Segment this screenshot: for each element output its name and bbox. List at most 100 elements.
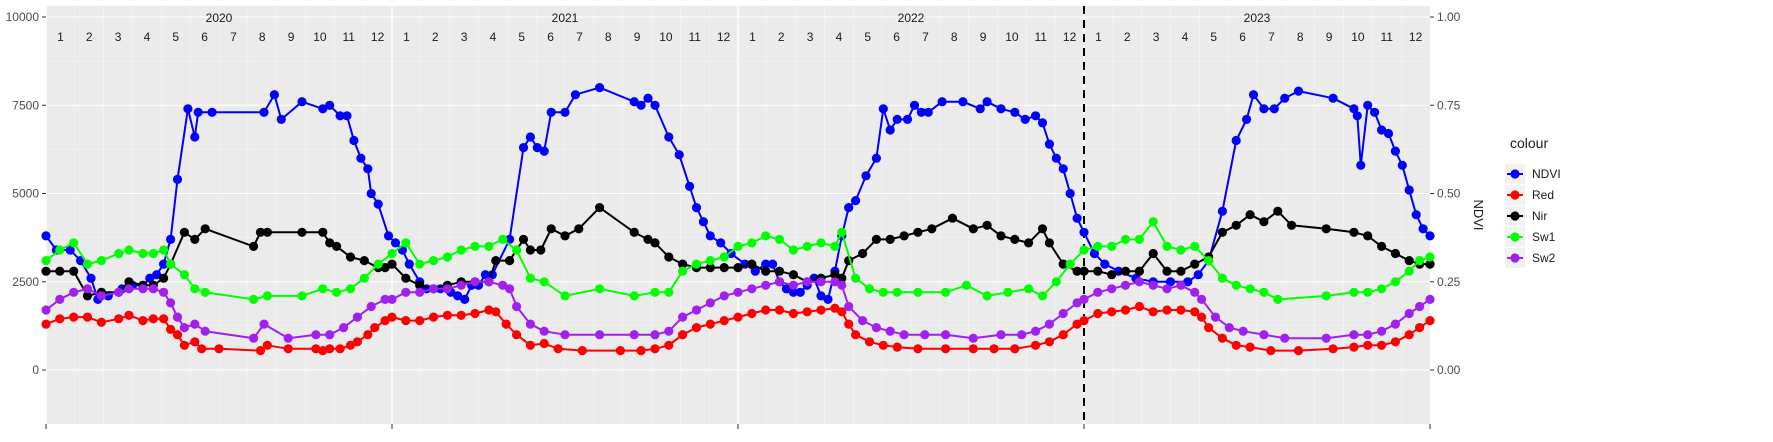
- data-point: [923, 107, 933, 117]
- data-point: [1321, 224, 1331, 234]
- data-point: [55, 266, 65, 276]
- data-point: [871, 153, 882, 163]
- data-point: [349, 135, 359, 146]
- data-point: [851, 196, 861, 206]
- data-point: [428, 284, 439, 294]
- data-point: [200, 326, 210, 336]
- data-point: [159, 314, 169, 324]
- data-point: [262, 227, 272, 237]
- data-point: [916, 107, 927, 117]
- data-point: [1377, 284, 1387, 294]
- data-point: [532, 143, 542, 153]
- data-point: [927, 224, 937, 234]
- data-point: [1020, 114, 1030, 124]
- data-point: [41, 305, 51, 315]
- data-point: [1352, 111, 1362, 121]
- month-label: 1: [749, 30, 756, 44]
- data-point: [325, 100, 335, 110]
- data-point: [678, 330, 688, 340]
- legend-label: Sw2: [1532, 251, 1556, 265]
- series-line: [45, 220, 1431, 301]
- data-point: [166, 298, 176, 308]
- data-point: [899, 231, 909, 241]
- data-point: [41, 266, 51, 276]
- data-point: [705, 256, 715, 266]
- data-point: [1259, 330, 1269, 340]
- data-point: [733, 312, 743, 322]
- data-point: [511, 330, 522, 340]
- data-point: [577, 346, 587, 356]
- data-point: [1120, 280, 1131, 290]
- data-point: [138, 248, 148, 259]
- data-point: [1293, 86, 1304, 96]
- series-red: [41, 301, 1435, 356]
- data-point: [179, 270, 189, 280]
- data-point: [318, 227, 328, 237]
- data-point: [383, 231, 394, 241]
- data-point: [1425, 231, 1435, 241]
- month-label: 9: [288, 30, 295, 44]
- data-point: [937, 97, 947, 107]
- data-point: [1044, 139, 1054, 149]
- data-point: [41, 319, 51, 329]
- data-point: [1065, 259, 1075, 269]
- data-point: [1280, 333, 1290, 343]
- month-label: 1: [1095, 30, 1102, 44]
- data-point: [902, 114, 913, 124]
- data-point: [774, 234, 785, 244]
- data-point: [1010, 344, 1020, 354]
- data-point: [1072, 266, 1082, 276]
- data-point: [698, 217, 709, 227]
- data-point: [69, 287, 79, 297]
- data-point: [442, 284, 452, 294]
- data-point: [878, 340, 888, 350]
- data-point: [636, 346, 646, 356]
- data-point: [851, 330, 861, 340]
- data-point: [1107, 270, 1117, 280]
- month-label: 5: [518, 30, 525, 44]
- data-point: [283, 333, 293, 343]
- data-point: [705, 319, 715, 329]
- data-point: [484, 277, 494, 287]
- data-point: [124, 310, 134, 320]
- data-point: [1321, 291, 1331, 301]
- month-label: 11: [689, 30, 702, 44]
- data-point: [802, 277, 812, 287]
- data-point: [401, 238, 411, 248]
- data-point: [1217, 273, 1227, 283]
- data-point: [1058, 308, 1068, 319]
- data-point: [1415, 256, 1425, 266]
- data-point: [595, 203, 605, 213]
- data-point: [183, 104, 193, 114]
- legend-title: colour: [1510, 135, 1548, 151]
- data-point: [172, 174, 183, 184]
- data-point: [982, 220, 992, 230]
- month-label: 6: [201, 30, 208, 44]
- data-point: [525, 273, 536, 283]
- data-point: [705, 298, 715, 308]
- data-point: [892, 287, 902, 297]
- data-point: [1411, 210, 1421, 220]
- data-point: [788, 280, 799, 290]
- data-point: [664, 326, 674, 336]
- data-point: [370, 323, 380, 333]
- data-point: [1197, 312, 1207, 322]
- data-point: [1390, 337, 1400, 347]
- month-label: 4: [144, 30, 151, 44]
- data-point: [899, 330, 909, 340]
- data-point: [82, 284, 93, 294]
- data-point: [380, 294, 390, 304]
- data-point: [249, 333, 259, 343]
- data-point: [1269, 104, 1279, 114]
- data-point: [518, 143, 529, 153]
- data-point: [332, 287, 342, 297]
- data-point: [172, 330, 183, 340]
- data-point: [69, 266, 79, 276]
- data-point: [560, 231, 570, 241]
- data-point: [1287, 220, 1297, 230]
- data-point: [1321, 333, 1331, 343]
- data-point: [255, 346, 266, 356]
- data-point: [491, 256, 501, 266]
- year-label: 2022: [898, 11, 925, 25]
